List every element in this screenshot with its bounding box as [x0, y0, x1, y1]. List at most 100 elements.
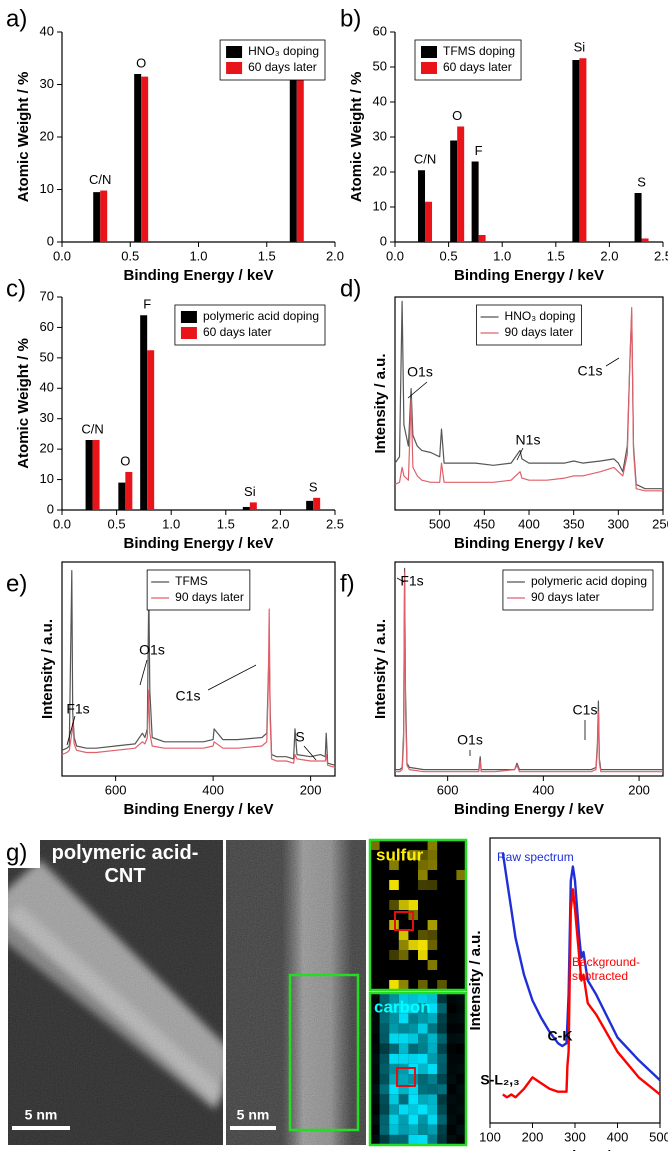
legend-label: TFMS doping: [443, 44, 515, 58]
carbon-pixel: [370, 1074, 380, 1085]
y-axis-title: Intensity / a.u.: [39, 619, 56, 719]
carbon-pixel: [437, 1094, 447, 1105]
x-tick-label: 500: [649, 1129, 668, 1144]
legend-label: polymeric acid doping: [531, 574, 647, 588]
bar: [125, 471, 133, 510]
y-tick-label: 10: [40, 181, 54, 196]
carbon-pixel: [418, 993, 428, 1004]
y-tick-label: 20: [40, 128, 54, 143]
carbon-pixel: [379, 1043, 390, 1054]
carbon-pixel: [370, 1094, 380, 1105]
carbon-pixel: [408, 993, 418, 1004]
sulfur-pixel: [389, 860, 399, 870]
carbon-pixel: [427, 1124, 438, 1135]
legend-swatch: [226, 62, 243, 74]
category-label: F: [475, 143, 483, 158]
legend: polymeric acid doping 90 days later: [502, 569, 654, 611]
y-tick-label: 20: [40, 441, 54, 456]
x-tick-label: 2.5: [326, 516, 344, 531]
bar: [478, 235, 486, 242]
scale-bar-label: 5 nm: [237, 1107, 270, 1123]
y-axis-title: Atomic Weight / %: [15, 72, 32, 203]
series-line: [61, 570, 336, 766]
x-tick-label: 2.0: [271, 516, 289, 531]
carbon-pixel: [437, 1003, 447, 1014]
carbon-pixel: [418, 1074, 428, 1085]
carbon-pixel: [418, 1124, 428, 1135]
legend-label: 90 days later: [531, 590, 600, 604]
legend-frame: [146, 569, 251, 611]
carbon-pixel: [427, 1053, 438, 1064]
category-label: C/N: [81, 421, 103, 436]
peak-label: C1s: [176, 688, 201, 704]
peak-leader: [66, 715, 76, 746]
bar: [93, 192, 101, 242]
legend-label: Raw spectrum: [497, 850, 574, 864]
x-tick-label: 350: [563, 516, 585, 531]
sulfur-pixel: [418, 930, 428, 940]
x-tick-label: 1.5: [217, 516, 235, 531]
carbon-pixel: [408, 1134, 418, 1145]
micrograph-middle: [226, 840, 366, 1145]
carbon-pixel: [370, 1104, 380, 1114]
elemental-maps: [370, 840, 466, 1145]
y-tick-label: 0: [380, 233, 387, 248]
carbon-pixel: [418, 1114, 428, 1125]
x-tick-label: 0.0: [53, 516, 71, 531]
y-tick-label: 0: [47, 501, 54, 516]
peak-label: O1s: [407, 364, 433, 380]
carbon-pixel: [389, 1043, 399, 1054]
legend-swatch: [421, 62, 437, 74]
carbon-pixel: [398, 1074, 409, 1085]
y-tick-label: 40: [373, 93, 387, 108]
x-tick-label: 300: [564, 1129, 586, 1144]
carbon-pixel: [370, 1063, 380, 1075]
panel-label: g): [6, 839, 27, 866]
bar: [100, 190, 108, 242]
carbon-pixel: [446, 1094, 457, 1105]
carbon-pixel: [446, 1104, 457, 1115]
carbon-pixel: [398, 1084, 409, 1095]
carbon-pixel: [437, 1084, 447, 1095]
sulfur-pixel: [389, 950, 399, 960]
x-tick-label: 100: [479, 1129, 501, 1144]
legend-label: 90 days later: [505, 325, 574, 339]
legend-label: Background-subtracted: [572, 955, 641, 983]
carbon-pixel: [427, 1043, 438, 1054]
y-tick-label: 60: [40, 319, 54, 334]
sulfur-pixel: [427, 920, 438, 930]
bar: [425, 201, 433, 242]
peak-label: S-L₂,₃: [480, 1072, 519, 1088]
carbon-pixel: [370, 1114, 380, 1125]
sulfur-pixel: [456, 870, 466, 880]
carbon-pixel: [370, 1044, 380, 1054]
sulfur-pixel: [427, 960, 438, 970]
y-tick-label: 40: [40, 23, 54, 38]
image-title-box: polymeric acid-CNT: [52, 842, 199, 887]
carbon-pixel: [446, 1134, 457, 1145]
x-tick-label: 0.5: [108, 516, 126, 531]
peak-leader: [605, 357, 620, 367]
sulfur-pixel: [389, 980, 399, 990]
sulfur-pixel: [398, 980, 409, 990]
peak-label: F1s: [400, 573, 423, 589]
carbon-pixel: [456, 1135, 466, 1145]
sulfur-pixel: [418, 980, 428, 990]
x-tick-label: 0.0: [386, 248, 404, 263]
panel-label: c): [6, 275, 26, 302]
carbon-pixel: [389, 1094, 399, 1105]
carbon-pixel: [379, 1084, 390, 1095]
carbon-pixel: [456, 1084, 466, 1095]
carbon-pixel: [389, 1033, 399, 1044]
carbon-pixel: [427, 1074, 438, 1085]
sulfur-pixel: [427, 840, 438, 850]
legend-box: Background-subtracted: [572, 955, 641, 983]
carbon-pixel: [389, 1084, 399, 1095]
carbon-pixel: [418, 1063, 428, 1075]
series-line: [394, 307, 663, 492]
carbon-pixel: [379, 1104, 390, 1115]
legend-frame: [476, 304, 582, 346]
carbon-pixel: [389, 1134, 399, 1145]
